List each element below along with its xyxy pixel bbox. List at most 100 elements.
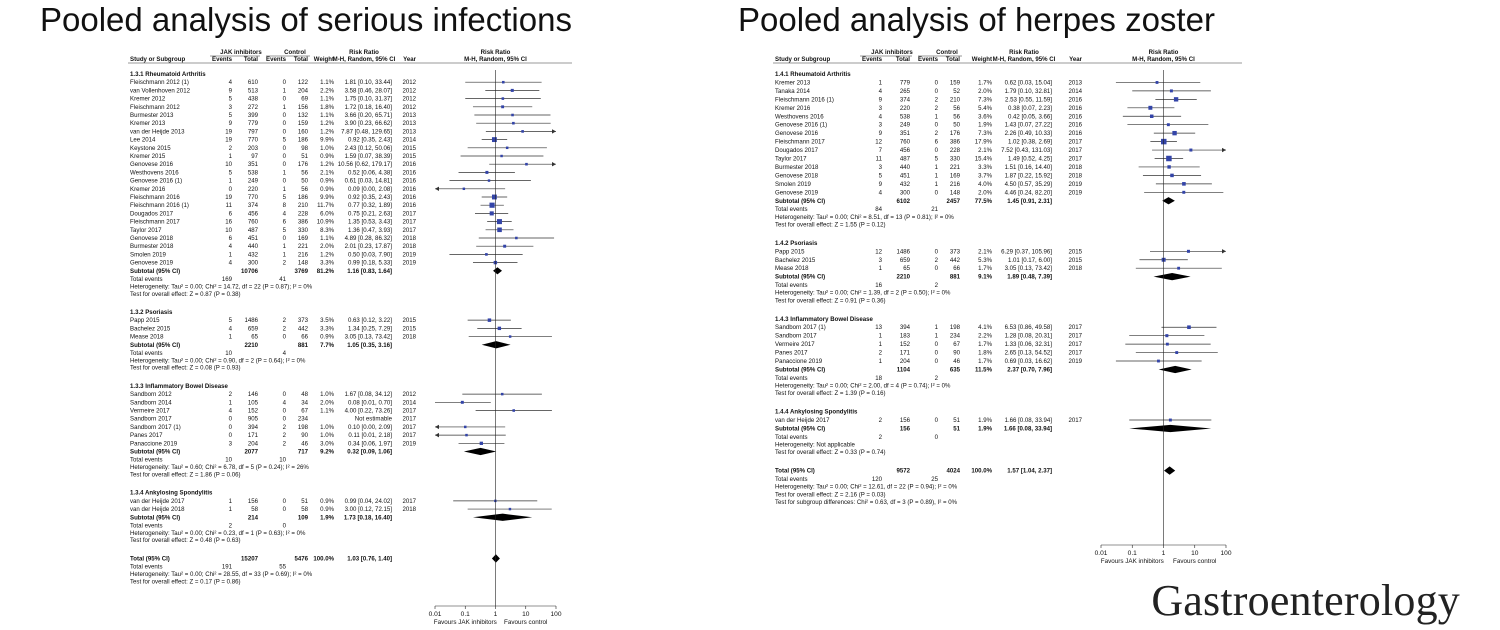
right-overall-effect: Test for overall effect: Z = 1.39 (P = 0… (775, 390, 886, 397)
right-study-ci: 0.69 [0.03, 16.62] (1005, 358, 1053, 365)
left-study-total-jak: 432 (248, 251, 259, 258)
left-study-name: Mease 2018 (130, 334, 164, 341)
left-study-events-control: 0 (283, 235, 287, 242)
left-study-total-control: 98 (301, 145, 308, 152)
left-study-events-control: 0 (283, 178, 287, 185)
left-study-events-control: 1 (283, 104, 287, 111)
left-total-events-jak: 191 (222, 564, 233, 571)
left-study-events-control: 2 (283, 260, 287, 267)
right-study-year: 2014 (1068, 88, 1082, 95)
left-study-ci: 0.50 [0.03, 7.90] (348, 251, 392, 258)
left-study-total-jak: 905 (248, 416, 259, 423)
right-study-events-control: 0 (935, 265, 939, 272)
left-study-total-control: 169 (298, 235, 309, 242)
left-study-total-jak: 249 (248, 178, 259, 185)
right-subtotal-total-control: 881 (950, 274, 961, 281)
left-header-control: Control (284, 49, 306, 56)
right-study-total-control: 169 (950, 172, 961, 179)
right-study-events-control: 1 (935, 333, 939, 340)
right-study-weight: 1.8% (978, 350, 992, 357)
right-study-ci: 1.02 [0.38, 2.69] (1008, 139, 1052, 146)
left-study-total-jak: 65 (251, 334, 258, 341)
left-study-ci: 7.87 [0.48, 129.65] (341, 128, 392, 135)
left-study-total-control: 46 (301, 440, 308, 447)
left-study-events-jak: 4 (229, 79, 233, 86)
left-study-events-jak: 1 (229, 251, 233, 258)
left-study-ci: 0.34 [0.06, 1.97] (348, 440, 392, 447)
left-study-total-jak: 394 (248, 424, 259, 431)
left-overall-effect: Test for overall effect: Z = 0.87 (P = 0… (130, 291, 241, 298)
left-study-weight: 1.1% (320, 79, 334, 86)
left-study-weight: 2.0% (320, 243, 334, 250)
right-study-ci: 2.26 [0.49, 10.33] (1005, 130, 1053, 137)
left-study-ci: 1.36 [0.47, 3.93] (348, 227, 392, 234)
left-study-events-jak: 19 (225, 137, 232, 144)
left-study-total-control: 186 (298, 137, 309, 144)
left-x-tick-label: 10 (522, 611, 530, 618)
left-study-total-control: 67 (301, 408, 308, 415)
left-study-events-control: 5 (283, 137, 287, 144)
left-events-label: Total events (130, 276, 163, 283)
left-study-year: 2016 (402, 169, 416, 176)
left-study-events-control: 2 (283, 440, 287, 447)
left-study-year: 2012 (402, 104, 416, 111)
left-study-year: 2019 (402, 440, 416, 447)
right-study-point (1175, 351, 1179, 355)
right-study-ci: 6.53 [0.86, 49.58] (1005, 324, 1053, 331)
right-subgroup-title: 1.4.3 Inflammatory Bowel Disease (775, 316, 873, 323)
left-study-total-control: 48 (301, 391, 308, 398)
left-study-total-control: 90 (301, 432, 308, 439)
left-study-weight: 1.1% (320, 112, 334, 119)
right-study-year: 2019 (1068, 358, 1082, 365)
left-study-events-control: 1 (283, 243, 287, 250)
left-study-weight: 3.3% (320, 260, 334, 267)
right-study-name: Genovese 2019 (775, 189, 819, 196)
left-study-point (497, 227, 502, 233)
left-study-total-control: 156 (298, 104, 309, 111)
right-study-weight: 1.7% (978, 341, 992, 348)
right-study-year: 2013 (1068, 79, 1082, 86)
left-heterogeneity: Heterogeneity: Tau² = 0.00; Chi² = 0.23,… (130, 530, 306, 537)
right-study-total-jak: 659 (900, 257, 911, 264)
right-study-name: Dougados 2017 (775, 147, 819, 154)
right-study-point (1172, 130, 1177, 136)
left-subtotal-weight: 7.7% (320, 342, 334, 349)
left-study-point (487, 179, 491, 182)
left-subtotal-total-jak: 2210 (244, 342, 258, 349)
right-events-jak-total: 84 (875, 206, 882, 213)
right-study-weight: 17.9% (975, 139, 993, 146)
left-study-events-jak: 3 (229, 104, 233, 111)
right-overall-effect: Test for overall effect: Z = 1.55 (P = 0… (775, 221, 886, 228)
left-study-total-jak: 770 (248, 137, 259, 144)
left-study-year: 2018 (402, 334, 416, 341)
right-study-weight: 1.7% (978, 265, 992, 272)
right-study-events-control: 2 (935, 96, 939, 103)
right-total-events-jak: 120 (872, 476, 883, 483)
right-study-weight: 1.7% (978, 79, 992, 86)
right-study-point (1165, 342, 1169, 346)
left-study-total-jak: 1486 (244, 317, 258, 324)
left-study-point (521, 130, 524, 133)
left-events-label: Total events (130, 522, 163, 529)
left-study-ci: 0.52 [0.06, 4.38] (348, 169, 392, 176)
left-study-events-control: 6 (283, 219, 287, 226)
right-study-weight: 7.3% (978, 130, 992, 137)
left-study-ci: Not estimable (355, 416, 393, 423)
right-study-ci: 1.28 [0.08, 20.31] (1005, 333, 1053, 340)
right-study-total-jak: 183 (900, 333, 911, 340)
left-study-events-control: 4 (283, 399, 287, 406)
journal-logo: Gastroenterology (1151, 576, 1460, 625)
right-study-ci: 4.50 [0.57, 35.29] (1005, 181, 1053, 188)
left-study-total-control: 69 (301, 96, 308, 103)
right-total-name: Total (95% CI) (775, 468, 815, 475)
right-study-point (1166, 123, 1170, 127)
right-study-name: Genovese 2018 (775, 172, 819, 179)
right-study-weight: 3.7% (978, 172, 992, 179)
left-study-events-jak: 1 (229, 334, 233, 341)
right-study-events-jak: 11 (876, 156, 883, 163)
right-study-events-control: 0 (935, 358, 939, 365)
left-study-total-control: 221 (298, 243, 309, 250)
left-study-name: Taylor 2017 (130, 227, 162, 234)
right-study-events-control: 0 (935, 417, 939, 424)
right-col-events: Events (862, 56, 883, 63)
